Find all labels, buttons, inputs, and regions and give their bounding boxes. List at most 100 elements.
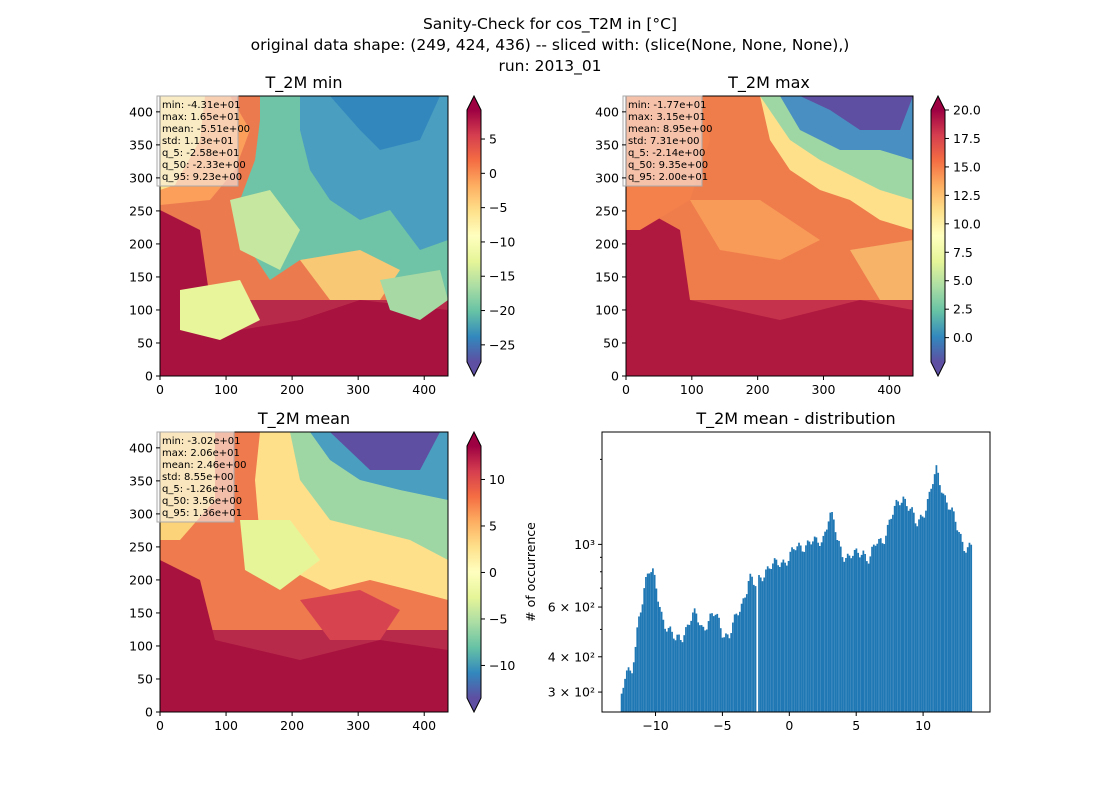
stat-line: std: 7.31e+00 [628, 136, 700, 147]
histogram-bar [961, 541, 964, 712]
histogram-bar [759, 577, 762, 712]
histogram-bar [688, 624, 691, 712]
histogram-bar [805, 545, 807, 712]
histogram-bar [909, 508, 912, 712]
histogram-bar [791, 547, 793, 712]
histogram-bar [672, 638, 675, 712]
y-axis: 0 50 100 150 200 250 300 350 400 [595, 104, 626, 384]
histogram-bar [754, 586, 757, 712]
histogram-bar [845, 557, 847, 712]
histogram-bar [907, 510, 910, 712]
histogram-bar [843, 561, 846, 712]
histogram-bar [852, 555, 854, 712]
y-tick-label: 10³ [574, 537, 595, 552]
histogram-bar [667, 627, 670, 712]
histogram-bar [966, 547, 969, 712]
histogram-bar [730, 633, 733, 712]
colorbar-tick-label: −10 [489, 658, 515, 673]
histogram-bar [749, 573, 752, 712]
histogram-bar [839, 546, 842, 712]
stat-line: q_5: -1.26e+01 [162, 484, 239, 495]
colorbar-tick-label: 5.0 [953, 273, 973, 288]
histogram-bar [860, 554, 863, 712]
y-tick-label: 100 [595, 302, 619, 317]
y-tick-label: 4 × 10² [548, 649, 595, 664]
histogram-bar [825, 529, 828, 712]
histogram-bar [639, 612, 642, 712]
colorbar-ticks: −10 −5 0 5 10 [481, 472, 515, 673]
colorbar-tick-label: −15 [489, 269, 515, 284]
histogram-bar [905, 506, 908, 712]
colorbar-tick-label: −10 [489, 234, 515, 249]
histogram-bar [772, 563, 774, 712]
x-tick-label: −5 [713, 718, 731, 733]
stat-line: max: 1.65e+01 [162, 112, 240, 123]
histogram-bar [624, 678, 626, 712]
histogram-bar [678, 634, 680, 712]
histogram-bar [810, 544, 813, 712]
histogram-bar [799, 545, 802, 712]
histogram-bar [803, 551, 806, 712]
histogram-bar [930, 488, 933, 712]
histogram-bar [655, 588, 658, 712]
colorbar-tick-label: 7.5 [953, 245, 973, 260]
histogram-bar [699, 625, 701, 712]
histogram-bar [674, 640, 677, 712]
histogram-bar [641, 604, 644, 712]
stat-line: mean: 8.95e+00 [628, 124, 712, 135]
histogram-bar [676, 634, 679, 712]
histogram-bar [968, 542, 971, 712]
x-axis: −10 −5 0 5 10 [642, 712, 931, 733]
figure-title-line-2: original data shape: (249, 424, 436) -- … [251, 36, 850, 54]
x-tick-label: 300 [346, 382, 370, 397]
histogram-bar [780, 562, 783, 712]
colorbar-tick-label: −20 [489, 303, 515, 318]
y-tick-label: 0 [611, 369, 619, 384]
y-tick-label: 0 [145, 369, 153, 384]
stat-line: q_95: 9.23e+00 [162, 172, 242, 183]
panel-title: T_2M mean - distribution [695, 409, 895, 429]
colorbar-ticks: −25 −20 −15 −10 −5 0 5 [481, 132, 515, 352]
histogram-bar [836, 540, 839, 712]
stats-box [156, 431, 235, 523]
colorbar-min-extend [467, 362, 481, 376]
histogram-bar [751, 576, 753, 712]
histogram-bar [685, 627, 687, 712]
histogram-bar [916, 526, 919, 712]
histogram-bar [944, 495, 946, 712]
histogram-bar [951, 507, 953, 712]
histogram-bar [871, 546, 873, 712]
colorbar [467, 446, 481, 698]
histogram-bar [634, 646, 637, 712]
histogram-bar [937, 472, 940, 712]
figure-title-line-1: Sanity-Check for cos_T2M in [°C] [423, 15, 677, 34]
histogram-bar [911, 507, 913, 712]
stat-line: mean: -5.51e+00 [162, 124, 250, 135]
histogram-bar [768, 568, 771, 712]
histogram-bar [885, 535, 887, 712]
histogram-bar [813, 536, 816, 712]
histogram-bar [831, 512, 833, 712]
histogram-bar [693, 608, 696, 712]
x-tick-label: 100 [214, 718, 238, 733]
histogram-bar [829, 512, 832, 712]
colorbar-tick-label: 20.0 [953, 103, 981, 118]
histogram-bar [878, 538, 880, 712]
x-tick-label: 100 [214, 382, 238, 397]
histogram-bar [904, 498, 906, 712]
histogram-bar [886, 524, 889, 712]
histogram-bar [686, 624, 689, 712]
histogram-bar [928, 491, 931, 712]
histogram-bar [758, 575, 760, 712]
histogram-bar [625, 670, 628, 712]
colorbar-tick-label: 15.0 [953, 159, 981, 174]
histogram-bar [716, 613, 719, 712]
stat-line: max: 2.06e+01 [162, 448, 240, 459]
histogram-bar [834, 532, 837, 712]
histogram-bar [711, 613, 713, 712]
stat-line: std: 1.13e+01 [162, 136, 234, 147]
panel-title: T_2M min [264, 73, 342, 93]
histogram-bar [732, 622, 734, 712]
histogram-bar [846, 553, 849, 712]
panel-title: T_2M mean [257, 409, 350, 429]
